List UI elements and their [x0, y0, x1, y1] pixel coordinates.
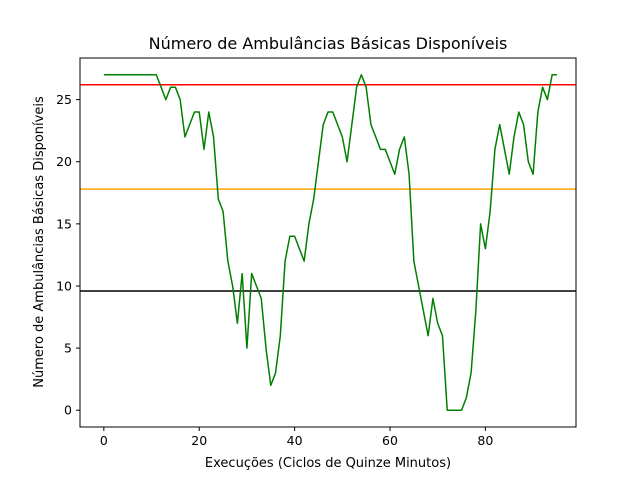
- reference-lines: [80, 83, 576, 292]
- x-tick-label: 60: [382, 433, 398, 448]
- series-line-0: [103, 74, 557, 411]
- y-tick-label: 15: [56, 216, 72, 231]
- x-axis-ticks: 0 20 40 60 80: [100, 427, 493, 448]
- y-tick-label: 25: [56, 92, 72, 107]
- y-axis-ticks: 0 5 10 15 20 25: [56, 92, 80, 418]
- x-axis-label: Execuções (Ciclos de Quinze Minutos): [205, 456, 451, 471]
- plot-frame: [79, 57, 577, 428]
- series-group: [103, 74, 557, 411]
- chart-title: Número de Ambulâncias Básicas Disponívei…: [149, 34, 508, 53]
- y-tick-label: 10: [56, 278, 72, 293]
- y-tick-label: 20: [56, 154, 72, 169]
- y-tick-label: 5: [64, 341, 72, 356]
- x-tick-label: 80: [477, 433, 493, 448]
- x-tick-label: 20: [191, 433, 207, 448]
- x-tick-label: 0: [100, 433, 108, 448]
- x-tick-label: 40: [287, 433, 303, 448]
- y-axis-label: Número de Ambulâncias Básicas Disponívei…: [32, 96, 47, 388]
- y-tick-label: 0: [64, 403, 72, 418]
